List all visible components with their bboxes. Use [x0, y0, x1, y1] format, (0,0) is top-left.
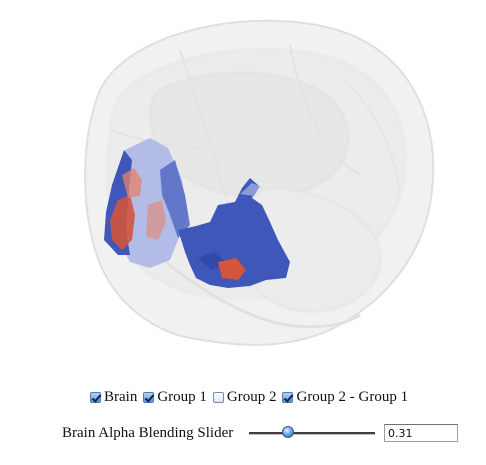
brain-3d-viewer[interactable]	[0, 0, 486, 370]
group1-checkbox[interactable]	[143, 391, 155, 403]
group2-checkbox[interactable]	[212, 391, 224, 403]
group1-toggle[interactable]: Group 1	[143, 389, 207, 406]
group2-minus-group1-label: Group 2 - Group 1	[296, 388, 409, 405]
slider-track[interactable]	[249, 432, 375, 435]
group2-minus-group1-toggle[interactable]: Group 2 - Group 1	[282, 389, 408, 406]
group1-label: Group 1	[157, 388, 207, 405]
group2-minus-group1-overlay	[110, 168, 246, 280]
brain-checkbox[interactable]	[90, 391, 101, 403]
layer-visibility-controls: Brain Group 1 Group 2 Group 2 - Group 1	[90, 387, 414, 407]
alpha-value-input[interactable]	[384, 424, 458, 442]
group2-minus-group1-checkbox[interactable]	[282, 391, 294, 403]
slider-handle[interactable]	[282, 426, 294, 438]
alpha-blending-control: Brain Alpha Blending Slider	[0, 420, 486, 446]
brain-toggle[interactable]: Brain	[90, 389, 137, 406]
group2-toggle[interactable]: Group 2	[212, 388, 277, 406]
alpha-slider-label: Brain Alpha Blending Slider	[62, 425, 234, 441]
brain-label: Brain	[104, 388, 138, 405]
group2-label: Group 2	[226, 388, 277, 405]
alpha-slider[interactable]	[249, 423, 375, 443]
